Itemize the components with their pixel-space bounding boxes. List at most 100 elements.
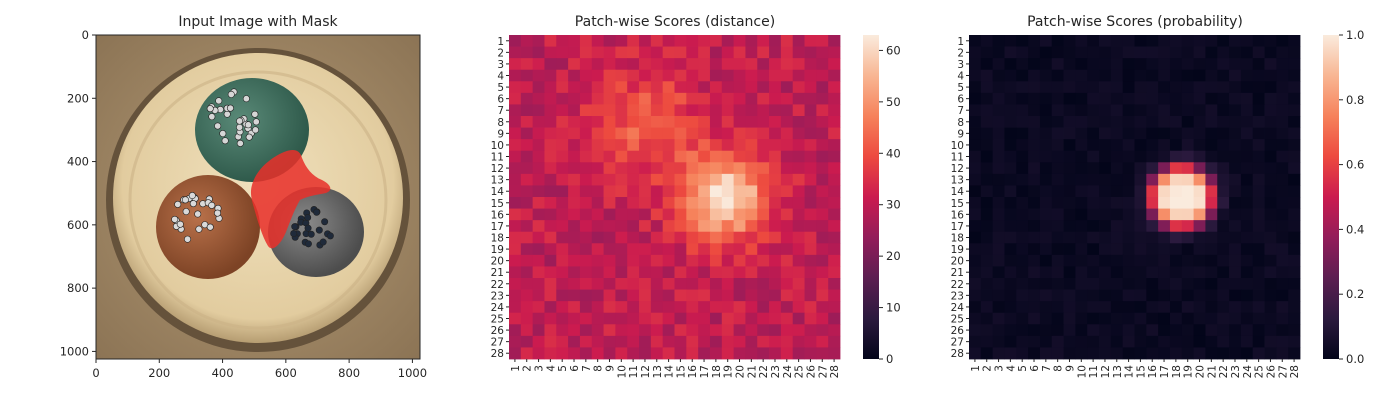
heatmap-cell bbox=[1288, 150, 1301, 163]
heatmap-cell bbox=[1004, 58, 1017, 71]
heatmap-cell bbox=[591, 243, 604, 256]
heatmap-cell bbox=[579, 243, 593, 256]
heatmap-cell bbox=[639, 197, 652, 209]
heatmap-cell bbox=[1158, 312, 1171, 325]
heatmap-cell bbox=[1028, 92, 1041, 105]
heatmap-cell bbox=[1028, 231, 1041, 244]
heatmap-cell bbox=[1110, 162, 1124, 175]
heatmap-cell bbox=[686, 173, 699, 186]
heatmap-cell bbox=[698, 312, 711, 325]
col-tick-label: 20 bbox=[1195, 365, 1207, 378]
heatmap-cell bbox=[1181, 116, 1195, 128]
heatmap-cell bbox=[1205, 278, 1218, 290]
heatmap-cell bbox=[603, 58, 616, 71]
heatmap-cell bbox=[615, 127, 628, 140]
heatmap-cell bbox=[1288, 266, 1301, 279]
col-tick-label: 25 bbox=[794, 365, 806, 378]
heatmap-cell bbox=[709, 324, 723, 337]
heatmap-cell bbox=[1193, 81, 1206, 94]
heatmap-cell bbox=[1028, 69, 1041, 82]
heatmap-cell bbox=[1039, 127, 1053, 140]
heatmap-cell bbox=[1063, 46, 1076, 59]
heatmap-cell bbox=[520, 173, 534, 186]
heatmap-cell bbox=[698, 58, 711, 71]
heatmap-cell bbox=[544, 46, 557, 59]
heatmap-cell bbox=[627, 173, 640, 186]
heatmap-cell bbox=[639, 185, 652, 198]
heatmap-cell bbox=[1028, 243, 1041, 256]
heatmap-cell bbox=[769, 335, 782, 348]
heatmap-cell bbox=[1229, 104, 1242, 117]
heatmap-cell bbox=[745, 220, 758, 233]
heatmap-cell bbox=[1110, 208, 1124, 221]
heatmap-cell bbox=[1181, 254, 1195, 267]
heatmap-cell bbox=[1122, 254, 1135, 267]
colorbar-tick-label: 0.8 bbox=[1346, 93, 1364, 107]
heatmap-cell bbox=[1264, 104, 1277, 117]
heatmap-cell bbox=[828, 266, 841, 279]
heatmap-cell bbox=[1039, 347, 1053, 360]
heatmap-cell bbox=[828, 312, 841, 325]
heatmap-cell bbox=[509, 81, 522, 94]
heatmap-cell bbox=[969, 301, 982, 314]
heatmap-cell bbox=[757, 347, 770, 360]
heatmap-cell bbox=[792, 197, 805, 209]
heatmap-cell bbox=[698, 35, 711, 47]
heatmap-cell bbox=[1051, 150, 1064, 163]
heatmap-cell bbox=[1252, 116, 1265, 128]
heatmap-cell bbox=[1181, 208, 1195, 221]
heatmap-cell bbox=[1288, 335, 1301, 348]
heatmap-cell bbox=[662, 58, 675, 71]
heatmap-cell bbox=[698, 220, 711, 233]
heatmap-cell bbox=[828, 173, 841, 186]
heatmap-cell bbox=[568, 58, 581, 71]
heatmap-cell bbox=[780, 46, 794, 59]
heatmap-cell bbox=[1169, 243, 1183, 256]
heatmap-cell bbox=[1193, 266, 1206, 279]
strand bbox=[236, 117, 244, 125]
row-tick-label: 28 bbox=[951, 348, 964, 360]
heatmap-cell bbox=[1217, 335, 1230, 348]
heatmap-cell bbox=[1240, 208, 1254, 221]
heatmap-cell bbox=[1087, 92, 1100, 105]
heatmap-cell bbox=[674, 162, 687, 175]
heatmap-cell bbox=[1075, 289, 1088, 302]
heatmap-cell bbox=[532, 139, 545, 152]
col-tick-label: 9 bbox=[604, 365, 616, 372]
heatmap-cell bbox=[662, 347, 675, 360]
heatmap-cell bbox=[532, 278, 545, 290]
row-tick-label: 20 bbox=[491, 256, 504, 268]
heatmap-cell bbox=[556, 289, 569, 302]
heatmap-cell bbox=[980, 81, 994, 94]
col-tick-label: 4 bbox=[545, 365, 557, 372]
heatmap-cell bbox=[579, 92, 593, 105]
heatmap-cell bbox=[1028, 46, 1041, 59]
heatmap-cell bbox=[792, 301, 805, 314]
heatmap-cell bbox=[1229, 208, 1242, 221]
row-tick-label: 2 bbox=[957, 47, 964, 59]
heatmap-cell bbox=[686, 92, 699, 105]
heatmap-cell bbox=[1217, 312, 1230, 325]
heatmap-cell bbox=[509, 92, 522, 105]
row-tick-label: 11 bbox=[491, 152, 504, 164]
heatmap-cell bbox=[1217, 243, 1230, 256]
heatmap-cell bbox=[969, 243, 982, 256]
heatmap-cell bbox=[568, 116, 581, 128]
heatmap-cell bbox=[804, 220, 817, 233]
heatmap-cell bbox=[1217, 92, 1230, 105]
heatmap-cell bbox=[1075, 150, 1088, 163]
heatmap-cell bbox=[1134, 139, 1147, 152]
heatmap-cell bbox=[686, 139, 699, 152]
col-tick-label: 14 bbox=[664, 365, 676, 379]
heatmap-cell bbox=[686, 162, 699, 175]
heatmap-cell bbox=[544, 324, 557, 337]
heatmap-cell bbox=[709, 231, 723, 244]
heatmap-cell bbox=[698, 231, 711, 244]
row-tick-label: 26 bbox=[491, 325, 505, 337]
heatmap-cell bbox=[757, 231, 770, 244]
heatmap-cell bbox=[1122, 278, 1135, 290]
heatmap-cell bbox=[603, 81, 616, 94]
heatmap-cell bbox=[733, 150, 746, 163]
heatmap-cell bbox=[568, 127, 581, 140]
strand bbox=[194, 210, 202, 218]
